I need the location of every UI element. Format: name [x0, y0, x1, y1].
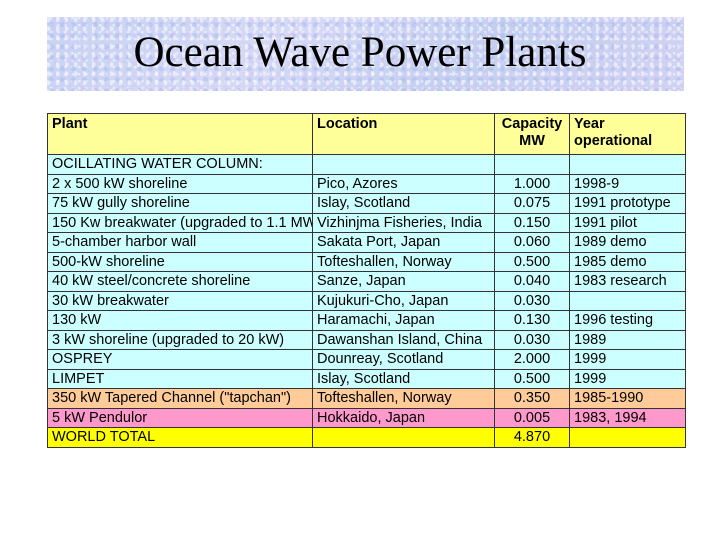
- year-cell: 1991 prototype: [569, 193, 686, 214]
- capacity-cell: 0.130: [494, 310, 570, 331]
- total-capacity-cell: 4.870: [494, 427, 570, 448]
- plant-cell: 130 kW: [47, 310, 313, 331]
- plant-cell: 350 kW Tapered Channel ("tapchan"): [47, 388, 313, 409]
- capacity-cell: 0.005: [494, 407, 570, 428]
- year-cell: 1985 demo: [569, 251, 686, 272]
- plant-cell: 40 kW steel/concrete shoreline: [47, 271, 313, 292]
- year-cell: 1998-9: [569, 173, 686, 194]
- year-cell: 1991 pilot: [569, 212, 686, 233]
- capacity-cell: 0.040: [494, 271, 570, 292]
- plant-cell: 75 kW gully shoreline: [47, 193, 313, 214]
- table-cell-empty: [494, 154, 570, 175]
- table-header-row: Plant Location Capacity MW Year operationa…: [47, 113, 686, 155]
- location-cell: Hokkaido, Japan: [312, 407, 495, 428]
- table-row: 40 kW steel/concrete shoreline Sanze, Jap…: [47, 271, 686, 292]
- table-cell-empty: [312, 154, 495, 175]
- capacity-cell: 0.500: [494, 251, 570, 272]
- plant-cell: 30 kW breakwater: [47, 290, 313, 311]
- table-row: 150 Kw breakwater (upgraded to 1.1 MW) Vi…: [47, 212, 686, 233]
- capacity-cell: 0.060: [494, 232, 570, 253]
- capacity-cell: 0.500: [494, 368, 570, 389]
- year-cell: 1983, 1994: [569, 407, 686, 428]
- capacity-cell: 2.000: [494, 349, 570, 370]
- capacity-cell: 0.150: [494, 212, 570, 233]
- location-cell: Tofteshallen, Norway: [312, 251, 495, 272]
- plant-cell: 3 kW shoreline (upgraded to 20 kW): [47, 329, 313, 350]
- table-row: OSPREY Dounreay, Scotland 2.000 1999: [47, 349, 686, 370]
- header-plant: Plant: [47, 113, 313, 155]
- year-cell: 1999: [569, 349, 686, 370]
- capacity-cell: 0.075: [494, 193, 570, 214]
- location-cell: Dounreay, Scotland: [312, 349, 495, 370]
- location-cell: Dawanshan Island, China: [312, 329, 495, 350]
- table-row: 30 kW breakwater Kujukuri-Cho, Japan 0.030: [47, 290, 686, 311]
- year-cell: 1999: [569, 368, 686, 389]
- plant-cell: 500-kW shoreline: [47, 251, 313, 272]
- location-cell: Sakata Port, Japan: [312, 232, 495, 253]
- page-title: Ocean Wave Power Plants: [133, 29, 587, 76]
- table-row: 350 kW Tapered Channel ("tapchan") Toftes…: [47, 388, 686, 409]
- total-plant-cell: WORLD TOTAL: [47, 427, 313, 448]
- plant-cell: 150 Kw breakwater (upgraded to 1.1 MW): [47, 212, 313, 233]
- total-year-cell: [569, 427, 686, 448]
- header-year-line2: operational: [574, 133, 653, 149]
- header-capacity-line2: MW: [519, 133, 545, 149]
- section-row: OCILLATING WATER COLUMN:: [47, 154, 686, 175]
- header-capacity-line1: Capacity: [501, 116, 563, 132]
- year-cell: 1996 testing: [569, 310, 686, 331]
- year-cell: 1985-1990: [569, 388, 686, 409]
- header-capacity: Capacity MW: [494, 113, 570, 155]
- year-cell: 1989: [569, 329, 686, 350]
- year-cell: [569, 290, 686, 311]
- title-banner: [47, 17, 684, 91]
- location-cell: Tofteshallen, Norway: [312, 388, 495, 409]
- plant-cell: OSPREY: [47, 349, 313, 370]
- location-cell: Kujukuri-Cho, Japan: [312, 290, 495, 311]
- capacity-cell: 0.030: [494, 290, 570, 311]
- table-row: 5-chamber harbor wall Sakata Port, Japan 0…: [47, 232, 686, 253]
- location-cell: Pico, Azores: [312, 173, 495, 194]
- plant-cell: LIMPET: [47, 368, 313, 389]
- header-year: Year operational: [569, 113, 686, 155]
- plant-cell: 5-chamber harbor wall: [47, 232, 313, 253]
- location-cell: Islay, Scotland: [312, 193, 495, 214]
- location-cell: Haramachi, Japan: [312, 310, 495, 331]
- section-label: OCILLATING WATER COLUMN:: [47, 154, 313, 175]
- total-location-cell: [312, 427, 495, 448]
- plant-cell: 5 kW Pendulor: [47, 407, 313, 428]
- year-cell: 1989 demo: [569, 232, 686, 253]
- location-cell: Islay, Scotland: [312, 368, 495, 389]
- capacity-cell: 0.030: [494, 329, 570, 350]
- wave-power-plants-table: Plant Location Capacity MW Year operationa…: [47, 113, 686, 448]
- capacity-cell: 1.000: [494, 173, 570, 194]
- table-row: 3 kW shoreline (upgraded to 20 kW) Dawans…: [47, 329, 686, 350]
- table-row: 500-kW shoreline Tofteshallen, Norway 0.50…: [47, 251, 686, 272]
- table-row: 130 kW Haramachi, Japan 0.130 1996 testing: [47, 310, 686, 331]
- world-total-row: WORLD TOTAL 4.870: [47, 427, 686, 448]
- year-cell: 1983 research: [569, 271, 686, 292]
- table-row: 5 kW Pendulor Hokkaido, Japan 0.005 1983, 1…: [47, 407, 686, 428]
- table-row: 75 kW gully shoreline Islay, Scotland 0.07…: [47, 193, 686, 214]
- header-year-line1: Year: [574, 116, 605, 132]
- location-cell: Sanze, Japan: [312, 271, 495, 292]
- location-cell: Vizhinjma Fisheries, India: [312, 212, 495, 233]
- header-location: Location: [312, 113, 495, 155]
- capacity-cell: 0.350: [494, 388, 570, 409]
- plant-cell: 2 x 500 kW shoreline: [47, 173, 313, 194]
- table-row: LIMPET Islay, Scotland 0.500 1999: [47, 368, 686, 389]
- table-row: 2 x 500 kW shoreline Pico, Azores 1.000 199…: [47, 173, 686, 194]
- table-cell-empty: [569, 154, 686, 175]
